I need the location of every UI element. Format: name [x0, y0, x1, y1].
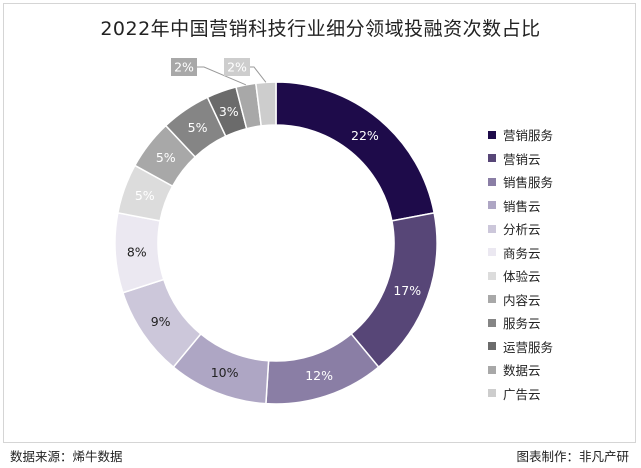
slice-label-12: 2%	[227, 60, 247, 75]
data-source-note: 数据来源：烯牛数据	[10, 449, 123, 464]
legend-swatch	[488, 224, 496, 233]
slice-label-3: 12%	[305, 368, 333, 383]
callout-box-11	[171, 58, 197, 76]
legend-label: 销售服务	[503, 175, 554, 191]
callout-box-12	[224, 58, 250, 76]
slice-label-2: 17%	[393, 283, 421, 298]
legend-swatch	[488, 248, 496, 257]
chart-legend: 营销服务营销云销售服务销售云分析云商务云体验云内容云服务云运营服务数据云广告云	[488, 123, 553, 405]
legend-item-2: 营销云	[488, 147, 553, 171]
slice-label-8: 5%	[156, 150, 176, 165]
legend-label: 分析云	[503, 222, 541, 238]
legend-swatch	[488, 201, 496, 210]
legend-label: 数据云	[503, 363, 541, 379]
legend-item-6: 商务云	[488, 241, 553, 265]
legend-swatch	[488, 389, 496, 398]
slice-label-7: 5%	[135, 188, 155, 203]
legend-item-3: 销售服务	[488, 170, 553, 194]
legend-label: 服务云	[503, 316, 541, 332]
legend-item-5: 分析云	[488, 217, 553, 241]
legend-item-4: 销售云	[488, 194, 553, 218]
chart-title: 2022年中国营销科技行业细分领域投融资次数占比	[100, 18, 541, 40]
legend-swatch	[488, 342, 496, 351]
legend-label: 营销云	[503, 151, 541, 167]
legend-item-1: 营销服务	[488, 123, 553, 147]
slice-label-1: 22%	[351, 128, 379, 143]
legend-label: 广告云	[503, 386, 541, 402]
legend-swatch	[488, 271, 496, 280]
legend-label: 运营服务	[503, 339, 554, 355]
callout-line-11	[197, 66, 247, 86]
legend-swatch	[488, 177, 496, 186]
legend-label: 营销服务	[503, 128, 554, 144]
slice-label-10: 3%	[219, 104, 239, 119]
legend-item-7: 体验云	[488, 264, 553, 288]
legend-swatch	[488, 295, 496, 304]
callout-line-12	[250, 66, 267, 83]
legend-label: 体验云	[503, 269, 541, 285]
legend-swatch	[488, 318, 496, 327]
donut-slice-1	[275, 81, 436, 222]
legend-label: 内容云	[503, 292, 541, 308]
legend-swatch	[488, 154, 496, 163]
legend-label: 商务云	[503, 245, 541, 261]
legend-item-10: 运营服务	[488, 335, 553, 359]
chart-credit: 图表制作：非凡产研	[516, 449, 629, 464]
slice-label-6: 8%	[127, 244, 147, 259]
slice-label-4: 10%	[211, 365, 239, 380]
slice-label-11: 2%	[174, 60, 194, 75]
slice-label-9: 5%	[188, 120, 208, 135]
legend-swatch	[488, 365, 496, 374]
legend-item-9: 服务云	[488, 311, 553, 335]
legend-item-8: 内容云	[488, 288, 553, 312]
legend-swatch	[488, 130, 496, 139]
donut-slice-12	[254, 81, 277, 127]
legend-item-11: 数据云	[488, 358, 553, 382]
legend-item-12: 广告云	[488, 382, 553, 406]
legend-label: 销售云	[503, 198, 541, 214]
slice-label-5: 9%	[151, 314, 171, 329]
